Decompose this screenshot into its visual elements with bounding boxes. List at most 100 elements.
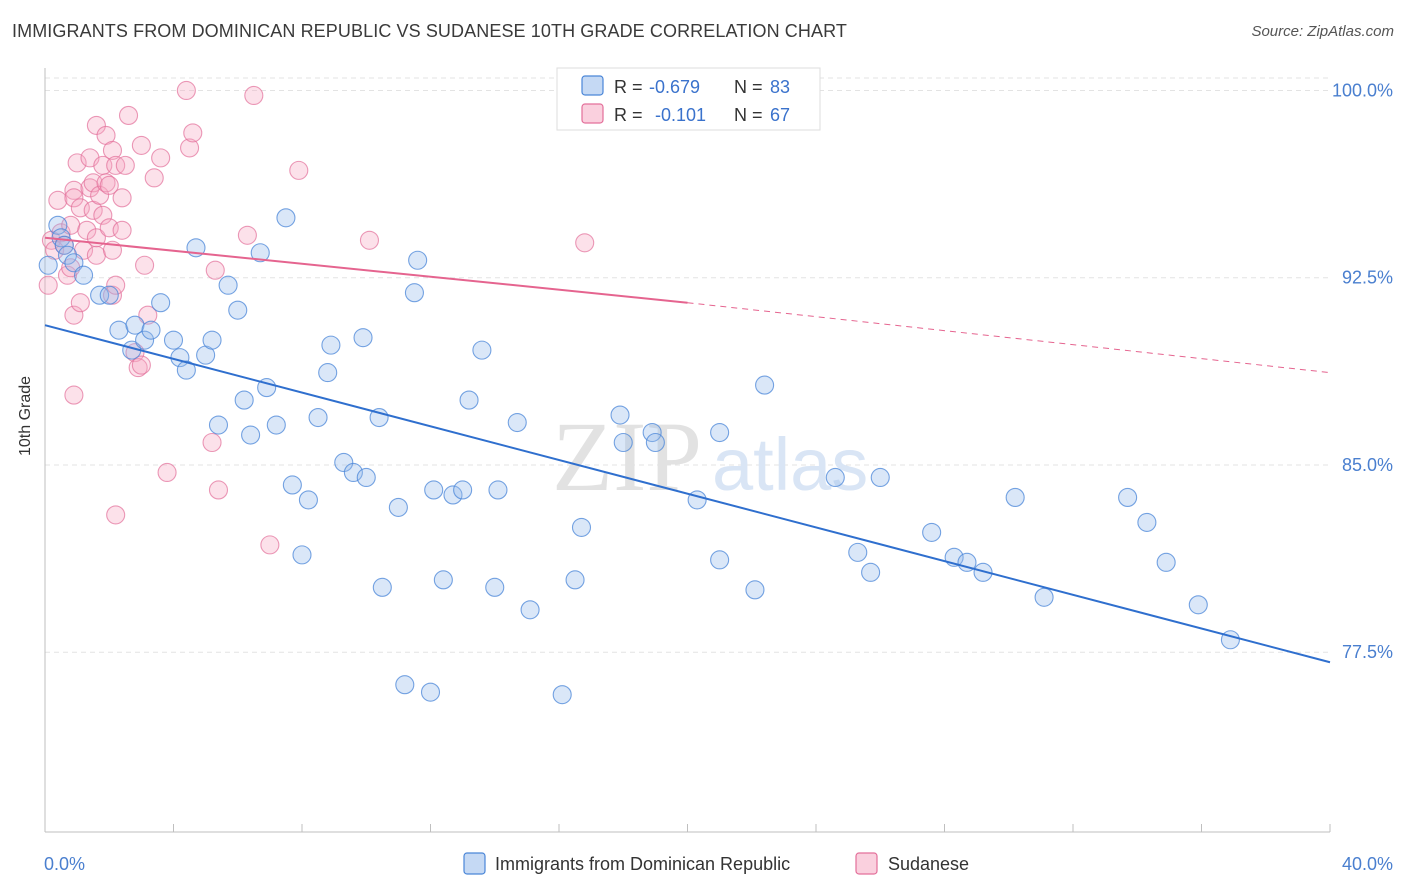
dominican-trend-line bbox=[44, 324, 1331, 664]
dominican-point bbox=[141, 320, 161, 340]
sudanese-point bbox=[86, 115, 106, 135]
dominican-point bbox=[228, 300, 248, 320]
dominican-point bbox=[459, 390, 479, 410]
dominican-point bbox=[388, 497, 408, 517]
y-axis-label: 10th Grade bbox=[17, 375, 34, 456]
series-legend: Immigrants from Dominican Republic Sudan… bbox=[463, 852, 969, 875]
dominican-point bbox=[861, 562, 881, 582]
sudanese-point bbox=[99, 175, 119, 195]
legend-swatch-pink bbox=[581, 103, 604, 124]
dominican-point bbox=[298, 490, 318, 510]
sudanese-point bbox=[93, 205, 113, 225]
sudanese-point bbox=[106, 155, 126, 175]
sudanese-point bbox=[128, 358, 148, 378]
sudanese-point bbox=[90, 185, 110, 205]
sudanese-point bbox=[96, 173, 116, 193]
dominican-point bbox=[74, 265, 94, 285]
dominican-point bbox=[321, 335, 341, 355]
dominican-point bbox=[870, 467, 890, 488]
y-tick-label: 77.5% bbox=[1342, 642, 1393, 662]
y-tick-label: 92.5% bbox=[1342, 268, 1393, 288]
dominican-point bbox=[848, 542, 868, 562]
dominican-point bbox=[202, 330, 222, 350]
dominican-point bbox=[645, 432, 665, 453]
y-tick-label: 100.0% bbox=[1332, 80, 1393, 100]
stats-legend: R = -0.679 N = 83 R = -0.101 N = 67 bbox=[556, 67, 821, 131]
sudanese-point bbox=[48, 190, 68, 210]
dominican-point bbox=[1188, 595, 1208, 615]
sudanese-point bbox=[359, 230, 380, 250]
legend-series-pink-label: Sudanese bbox=[888, 854, 969, 874]
dominican-point bbox=[343, 462, 363, 483]
sudanese-trend-line bbox=[44, 236, 688, 304]
dominican-point bbox=[218, 275, 238, 295]
sudanese-point bbox=[205, 260, 225, 280]
legend-pink-r-value: -0.101 bbox=[655, 105, 706, 125]
legend-swatch-blue bbox=[581, 75, 604, 96]
sudanese-point bbox=[118, 105, 139, 125]
sudanese-point bbox=[575, 233, 595, 253]
sudanese-point bbox=[67, 153, 87, 173]
series-sudanese-points bbox=[38, 80, 595, 555]
dominican-point bbox=[710, 550, 730, 570]
dominican-point bbox=[613, 432, 633, 453]
dominican-point bbox=[453, 480, 473, 500]
legend-blue-n-value: 83 bbox=[770, 77, 790, 97]
dominican-point bbox=[408, 250, 428, 270]
legend-series-blue-label: Immigrants from Dominican Republic bbox=[495, 854, 790, 874]
dominican-point bbox=[276, 208, 296, 228]
dominican-point bbox=[109, 320, 129, 340]
dominican-point bbox=[372, 577, 392, 597]
sudanese-point bbox=[38, 275, 58, 295]
dominican-point bbox=[520, 600, 540, 620]
sudanese-point bbox=[151, 148, 171, 168]
sudanese-point bbox=[289, 160, 309, 180]
axes bbox=[44, 68, 1331, 833]
dominican-point bbox=[610, 405, 630, 425]
dominican-point bbox=[151, 293, 171, 313]
watermark-zip: ZIP bbox=[552, 401, 702, 512]
sudanese-point bbox=[135, 255, 155, 275]
sudanese-point bbox=[144, 168, 164, 188]
dominican-point bbox=[1156, 552, 1176, 572]
dominican-point bbox=[292, 545, 312, 565]
x-tick-labels: 0.0% 40.0% bbox=[44, 854, 1393, 874]
chart-title: IMMIGRANTS FROM DOMINICAN REPUBLIC VS SU… bbox=[12, 21, 847, 41]
sudanese-point bbox=[64, 305, 84, 325]
dominican-point bbox=[745, 580, 765, 600]
sudanese-point bbox=[131, 135, 151, 155]
dominican-point bbox=[755, 375, 775, 395]
dominican-point bbox=[472, 340, 492, 360]
sudanese-point bbox=[102, 140, 123, 160]
dominican-point bbox=[353, 328, 373, 348]
dominican-point bbox=[282, 475, 302, 495]
dominican-point bbox=[163, 330, 184, 350]
dominican-point bbox=[1034, 587, 1054, 607]
sudanese-point bbox=[106, 275, 126, 295]
dominican-point bbox=[552, 685, 572, 705]
sudanese-point bbox=[176, 80, 196, 101]
y-tick-label: 85.0% bbox=[1342, 455, 1393, 475]
dominican-point bbox=[208, 415, 229, 435]
dominican-point bbox=[565, 570, 585, 590]
legend-blue-n-label: N = bbox=[734, 77, 763, 97]
chart-source: Source: ZipAtlas.com bbox=[1251, 23, 1394, 40]
sudanese-point bbox=[157, 462, 177, 483]
dominican-point bbox=[99, 285, 119, 305]
dominican-point bbox=[308, 407, 328, 428]
sudanese-point bbox=[180, 138, 200, 158]
sudanese-point bbox=[202, 432, 222, 453]
sudanese-point bbox=[86, 245, 106, 265]
dominican-point bbox=[318, 363, 338, 383]
dominican-point bbox=[507, 412, 527, 433]
sudanese-point bbox=[260, 535, 280, 555]
sudanese-point bbox=[77, 220, 97, 240]
dominican-point bbox=[420, 682, 441, 702]
legend-pink-n-value: 67 bbox=[770, 105, 790, 125]
series-dominican-points bbox=[38, 208, 1240, 705]
dominican-point bbox=[356, 467, 376, 488]
dominican-point bbox=[1005, 487, 1025, 507]
dominican-point bbox=[135, 330, 155, 350]
dominican-point bbox=[266, 415, 286, 435]
dominican-point bbox=[241, 425, 261, 445]
